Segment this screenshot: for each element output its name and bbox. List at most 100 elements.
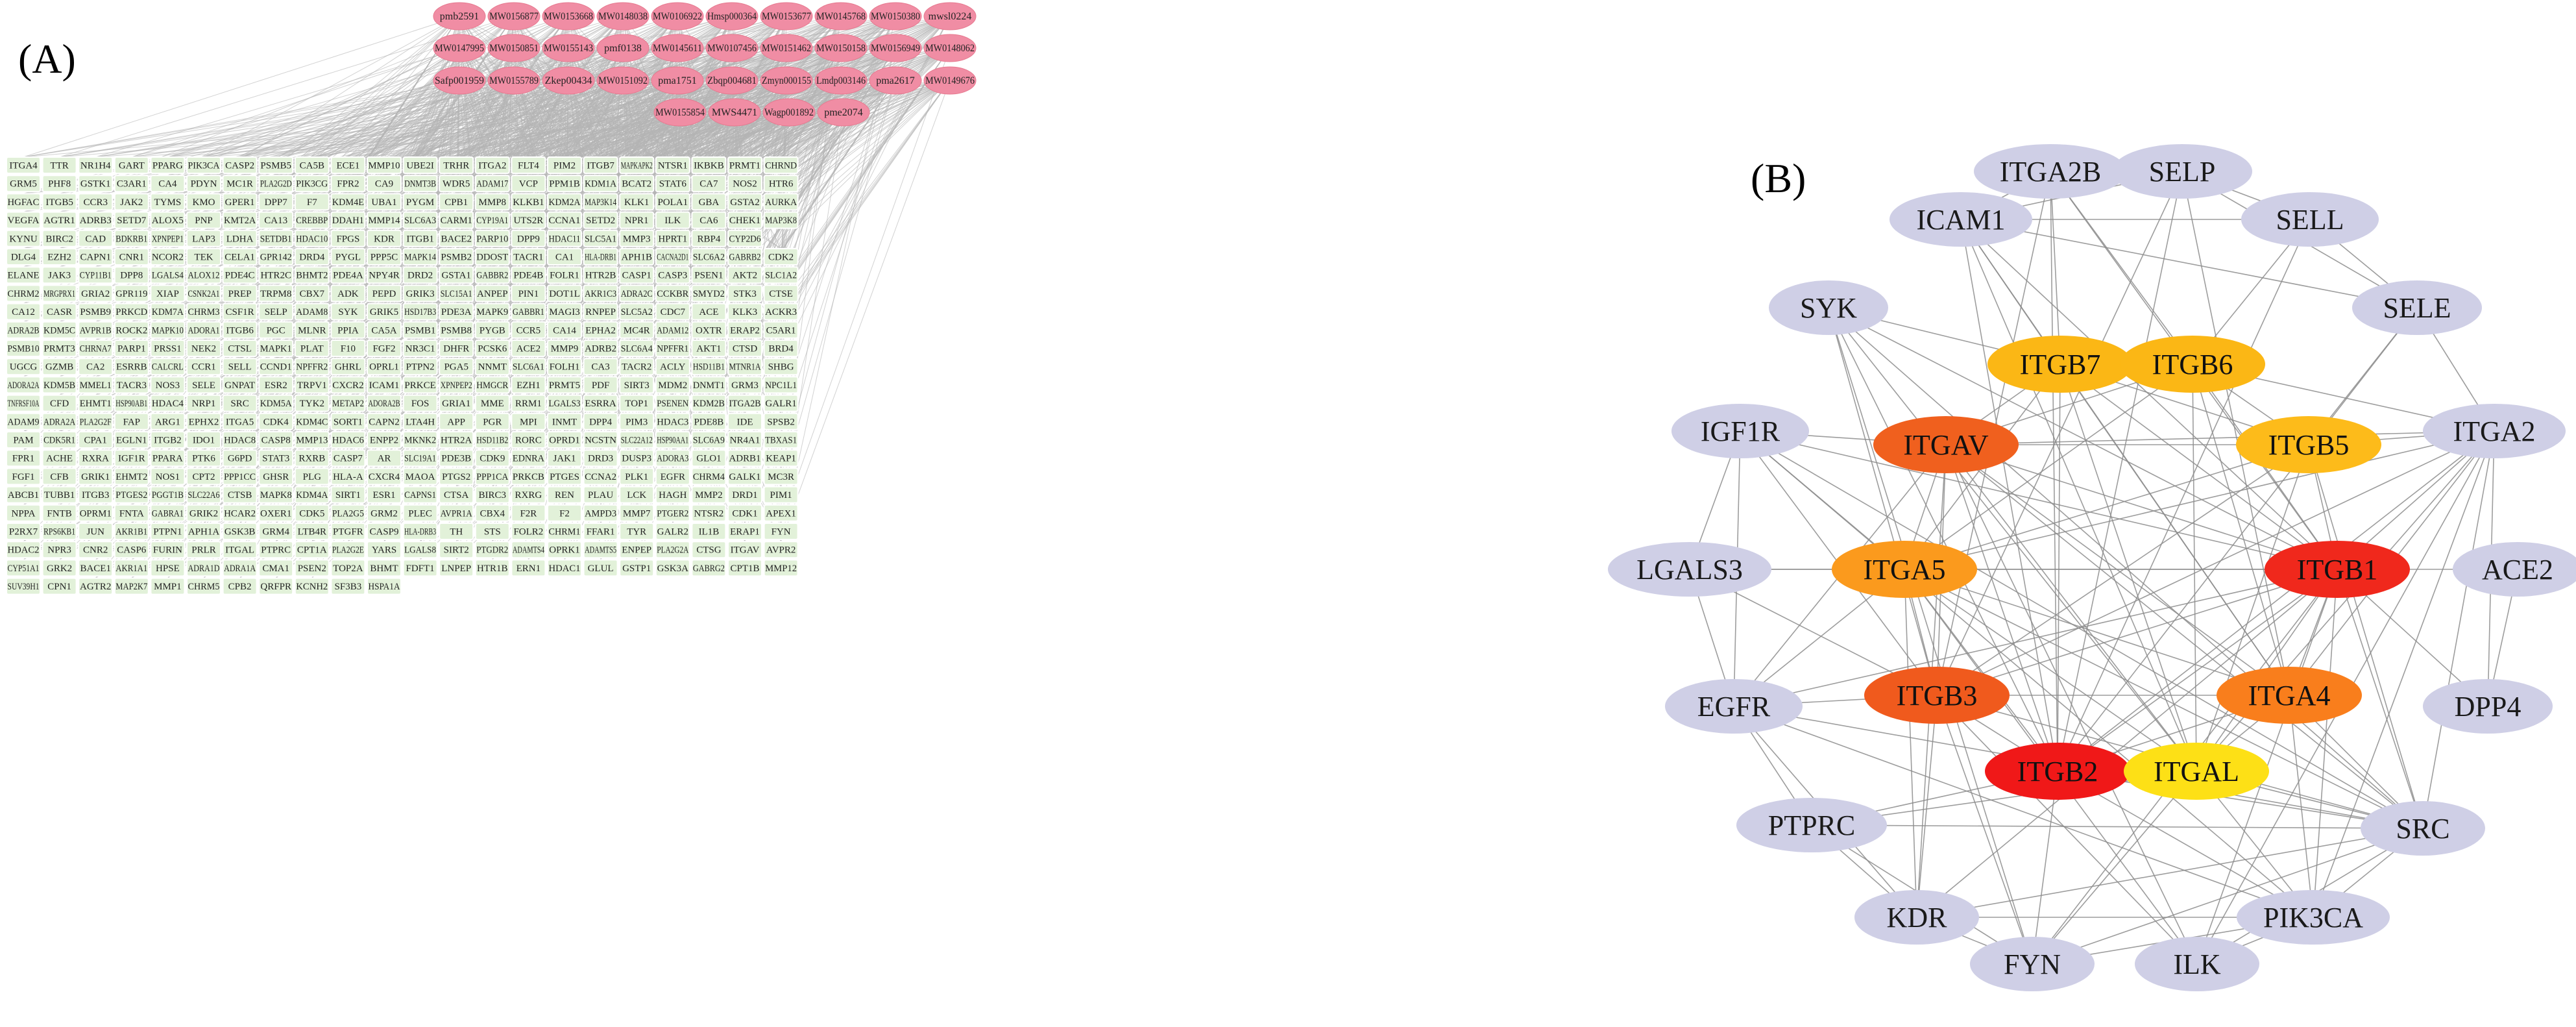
target-node-anpep: ANPEP — [474, 284, 510, 303]
target-label: POLA1 — [657, 197, 688, 208]
target-node-itgb2: ITGB2 — [150, 431, 186, 449]
target-node-htr2a: HTR2A — [439, 431, 474, 449]
target-node-cfb: CFB — [42, 467, 77, 486]
target-node-cpb2: CPB2 — [222, 577, 258, 595]
target-node-dpp4: DPP4 — [583, 412, 618, 430]
target-node-hla-drb1: HLA-DRB1 — [583, 248, 618, 266]
target-label: INMT — [552, 417, 577, 427]
target-label: ADORA3 — [657, 454, 688, 464]
target-label: HSPA1A — [369, 582, 400, 592]
target-label: BACE2 — [441, 234, 472, 244]
target-label: PGGT1B — [152, 490, 184, 501]
target-node-ca6: CA6 — [691, 211, 727, 229]
target-node-adrb2: ADRB2 — [583, 340, 618, 357]
target-label: NCOR2 — [152, 253, 184, 263]
compound-target-edge — [59, 80, 569, 158]
target-box — [222, 175, 258, 193]
target-node-prkcb: PRKCB — [511, 467, 546, 486]
target-node-ccr3: CCR3 — [78, 193, 114, 211]
target-node-kdm5a: KDM5A — [258, 394, 294, 412]
target-node-slc6a2: SLC6A2 — [691, 248, 727, 266]
target-label: DPP8 — [120, 271, 143, 281]
target-node-ppp1ca: PPP1CA — [474, 467, 510, 486]
target-label: CTSG — [696, 545, 722, 556]
target-node-vcp: VCP — [511, 175, 546, 193]
target-label: CFB — [50, 472, 68, 482]
target-node-adora2b: ADORA2B — [367, 394, 402, 412]
target-node-htr6: HTR6 — [763, 175, 799, 193]
target-box — [330, 175, 366, 193]
target-node-gstp1: GSTP1 — [619, 559, 655, 577]
target-node-birc3: BIRC3 — [474, 486, 510, 504]
target-node-ccr1: CCR1 — [186, 358, 221, 376]
target-label: PPARG — [152, 161, 183, 171]
target-node-fos: FOS — [402, 394, 438, 412]
target-label: ERN1 — [516, 563, 541, 574]
target-label: RXRA — [82, 454, 109, 464]
panel-a-label: (A) — [18, 36, 76, 82]
target-node-ncstn: NCSTN — [583, 431, 618, 449]
target-label: GART — [119, 161, 145, 171]
target-node-itgal: ITGAL — [222, 541, 258, 559]
target-node-gart: GART — [114, 156, 149, 174]
target-node-ern1: ERN1 — [511, 559, 546, 577]
target-label: STS — [484, 527, 501, 538]
target-node-klkb1: KLKB1 — [511, 193, 546, 211]
target-box — [583, 175, 618, 193]
target-label: AVPR2 — [766, 545, 796, 556]
target-label: MMP14 — [369, 216, 400, 226]
target-label: EDNRA — [513, 454, 544, 464]
target-box — [42, 175, 77, 193]
target-label: CYP51A1 — [8, 563, 40, 574]
target-label: OXTR — [696, 325, 722, 336]
target-node-mmp8: MMP8 — [474, 193, 510, 211]
target-node-gsk3a: GSK3A — [655, 559, 690, 577]
target-box — [114, 156, 149, 174]
target-node-npffr1: NPFFR1 — [655, 340, 690, 357]
target-label: NPY4R — [369, 271, 400, 281]
target-node-ezh2: EZH2 — [42, 248, 77, 266]
target-node-cfd: CFD — [42, 394, 77, 412]
target-node-hdac10: HDAC10 — [294, 229, 330, 247]
ppi-node-label: FYN — [2004, 948, 2061, 980]
target-node-bhmt2: BHMT2 — [294, 266, 330, 284]
target-box — [727, 193, 762, 211]
target-node-calcrl: CALCRL — [150, 358, 186, 376]
target-label: CCR1 — [191, 362, 216, 373]
target-label: ESR2 — [265, 380, 287, 391]
target-label: METAP2 — [332, 399, 364, 409]
target-node-dpp9: DPP9 — [511, 229, 546, 247]
target-box — [655, 175, 690, 193]
target-label: CA13 — [264, 216, 287, 226]
target-node-casp1: CASP1 — [619, 266, 655, 284]
target-node-ugcg: UGCG — [6, 358, 41, 376]
target-node-mmp12: MMP12 — [763, 559, 799, 577]
target-label: PTPRC — [261, 545, 291, 556]
target-label: CHRM4 — [693, 472, 725, 482]
target-label: PARP10 — [476, 234, 508, 244]
compound-target-edge — [23, 16, 842, 158]
target-node-mc4r: MC4R — [619, 321, 655, 339]
ppi-edge — [2050, 171, 2058, 772]
compound-node-mw0151462: MW0151462 — [760, 34, 813, 62]
target-label: HDAC3 — [657, 417, 688, 427]
target-label: SORT1 — [334, 417, 363, 427]
target-node-ctse: CTSE — [763, 284, 799, 303]
target-node-ide: IDE — [727, 412, 762, 430]
target-label: CASP2 — [225, 161, 254, 171]
target-label: MMEL1 — [80, 380, 112, 391]
compound-label: Safp001959 — [435, 75, 484, 86]
compound-label: MW0150158 — [816, 43, 866, 54]
target-label: ESR1 — [372, 490, 395, 501]
target-node-lgals3: LGALS3 — [547, 394, 582, 412]
compound-label: Zbqp004681 — [707, 75, 757, 86]
target-node-adam8: ADAM8 — [294, 303, 330, 321]
target-node-tyk2: TYK2 — [294, 394, 330, 412]
target-node-ache: ACHE — [42, 449, 77, 467]
target-label: CDC7 — [661, 307, 686, 317]
target-node-map2k7: MAP2K7 — [114, 577, 149, 595]
target-label: SIRT3 — [624, 380, 650, 391]
target-node-mapk8: MAPK8 — [258, 486, 294, 504]
target-label: MMP7 — [623, 508, 651, 519]
target-label: PIN1 — [518, 289, 539, 299]
